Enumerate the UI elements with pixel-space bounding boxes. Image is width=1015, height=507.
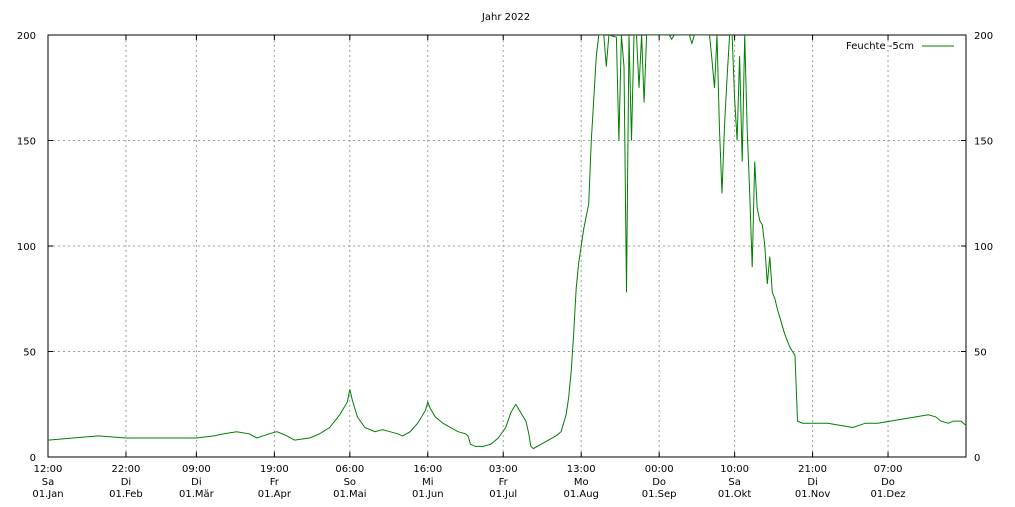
legend: Feuchte -5cm xyxy=(846,41,954,52)
x-tick-date: 01.Jan xyxy=(32,489,63,500)
x-tick-time: 13:00 xyxy=(567,464,596,475)
x-tick-date: 01.Aug xyxy=(563,489,598,500)
x-tick-date: 01.Jul xyxy=(489,489,517,500)
series-line-0 xyxy=(48,35,966,450)
y-tick-label-right: 200 xyxy=(974,31,993,42)
y-tick-label-right: 150 xyxy=(974,137,993,148)
x-tick-time: 06:00 xyxy=(335,464,364,475)
x-tick-time: 10:00 xyxy=(720,464,749,475)
x-tick-time: 16:00 xyxy=(413,464,442,475)
plot-frame xyxy=(47,34,967,458)
y-tick-label-left: 150 xyxy=(17,137,36,148)
y-tick-label-left: 100 xyxy=(17,242,36,253)
x-tick-weekday: Fr xyxy=(270,477,280,488)
x-tick-time: 19:00 xyxy=(260,464,289,475)
y-tick-label-right: 0 xyxy=(974,453,980,464)
x-tick-date: 01.Apr xyxy=(258,489,292,500)
x-tick-weekday: Mi xyxy=(422,477,433,488)
x-tick-weekday: Sa xyxy=(42,477,54,488)
x-tick-date: 01.Sep xyxy=(642,489,677,500)
y-tick-label-left: 200 xyxy=(17,31,36,42)
x-tick-date: 01.Mai xyxy=(333,489,366,500)
x-tick-date: 01.Okt xyxy=(718,489,752,500)
x-tick-date: 01.Jun xyxy=(412,489,444,500)
x-tick-weekday: So xyxy=(344,477,356,488)
y-tick-label-right: 100 xyxy=(974,242,993,253)
x-tick-date: 01.Dez xyxy=(871,489,906,500)
y-tick-labels-left: 0 50 100 150 200 xyxy=(17,31,36,464)
x-tick-weekday: Fr xyxy=(499,477,509,488)
chart-title: Jahr 2022 xyxy=(481,12,530,23)
y-tick-label-left: 0 xyxy=(30,453,36,464)
y-tick-label-right: 50 xyxy=(974,348,987,359)
x-tick-weekday: Di xyxy=(191,477,201,488)
x-tick-time: 07:00 xyxy=(874,464,903,475)
legend-label: Feuchte -5cm xyxy=(846,41,914,52)
x-tick-weekday: Di xyxy=(807,477,817,488)
y-tick-labels-right: 0 50 100 150 200 xyxy=(974,31,993,464)
x-tick-weekday: Di xyxy=(121,477,131,488)
x-tick-date: 01.Nov xyxy=(795,489,831,500)
x-tick-weekday: Do xyxy=(652,477,666,488)
grid xyxy=(48,35,966,457)
x-tick-date: 01.Feb xyxy=(109,489,143,500)
x-tick-time: 21:00 xyxy=(798,464,827,475)
x-tick-weekday: Do xyxy=(881,477,895,488)
plot-area xyxy=(48,35,966,450)
x-tick-time: 03:00 xyxy=(489,464,518,475)
x-tick-time: 12:00 xyxy=(34,464,63,475)
x-tick-time: 00:00 xyxy=(645,464,674,475)
x-tick-weekday: Sa xyxy=(728,477,740,488)
y-tick-label-left: 50 xyxy=(23,348,36,359)
x-tick-time: 09:00 xyxy=(182,464,211,475)
x-tick-labels: 12:00Sa01.Jan22:00Di01.Feb09:00Di01.Mär1… xyxy=(32,464,905,500)
x-tick-date: 01.Mär xyxy=(179,489,215,500)
x-tick-weekday: Mo xyxy=(574,477,589,488)
x-tick-time: 22:00 xyxy=(112,464,141,475)
axes xyxy=(47,34,967,458)
